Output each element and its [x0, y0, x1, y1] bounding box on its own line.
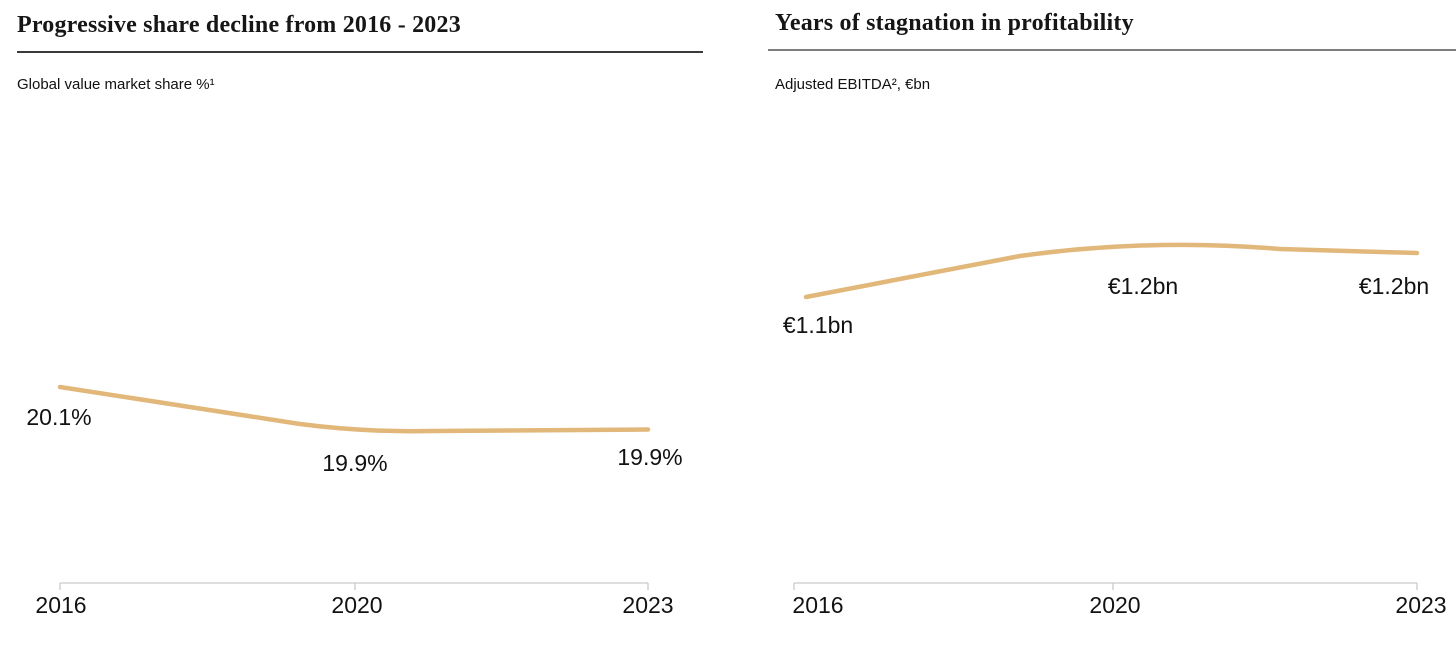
ebitda-title-divider: [768, 49, 1456, 51]
x-tick-label-2016: 2016: [35, 592, 87, 618]
data-label-2023: 19.9%: [617, 444, 683, 470]
data-label-2016: 20.1%: [26, 404, 92, 430]
x-tick-label-2023: 2023: [1395, 592, 1447, 618]
x-tick-label-2020: 2020: [331, 592, 383, 618]
market-share-line: [57, 384, 651, 434]
market-share-chart-subtitle: Global value market share %¹: [17, 76, 215, 93]
ebitda-chart-title: Years of stagnation in profitability: [775, 10, 1134, 36]
data-label-2023: €1.2bn: [1358, 273, 1430, 299]
x-tick-label-2023: 2023: [622, 592, 674, 618]
data-label-2016: €1.1bn: [782, 312, 854, 338]
market-share-title-divider: [17, 51, 703, 53]
data-label-2020: 19.9%: [322, 450, 388, 476]
ebitda-chart-subtitle: Adjusted EBITDA², €bn: [775, 76, 931, 93]
data-label-2020: €1.2bn: [1107, 273, 1179, 299]
market-share-x-axis: [59, 582, 649, 590]
ebitda-x-axis: [793, 582, 1418, 590]
market-share-chart-title: Progressive share decline from 2016 - 20…: [17, 12, 461, 38]
x-tick-label-2016: 2016: [792, 592, 844, 618]
x-tick-label-2020: 2020: [1089, 592, 1141, 618]
